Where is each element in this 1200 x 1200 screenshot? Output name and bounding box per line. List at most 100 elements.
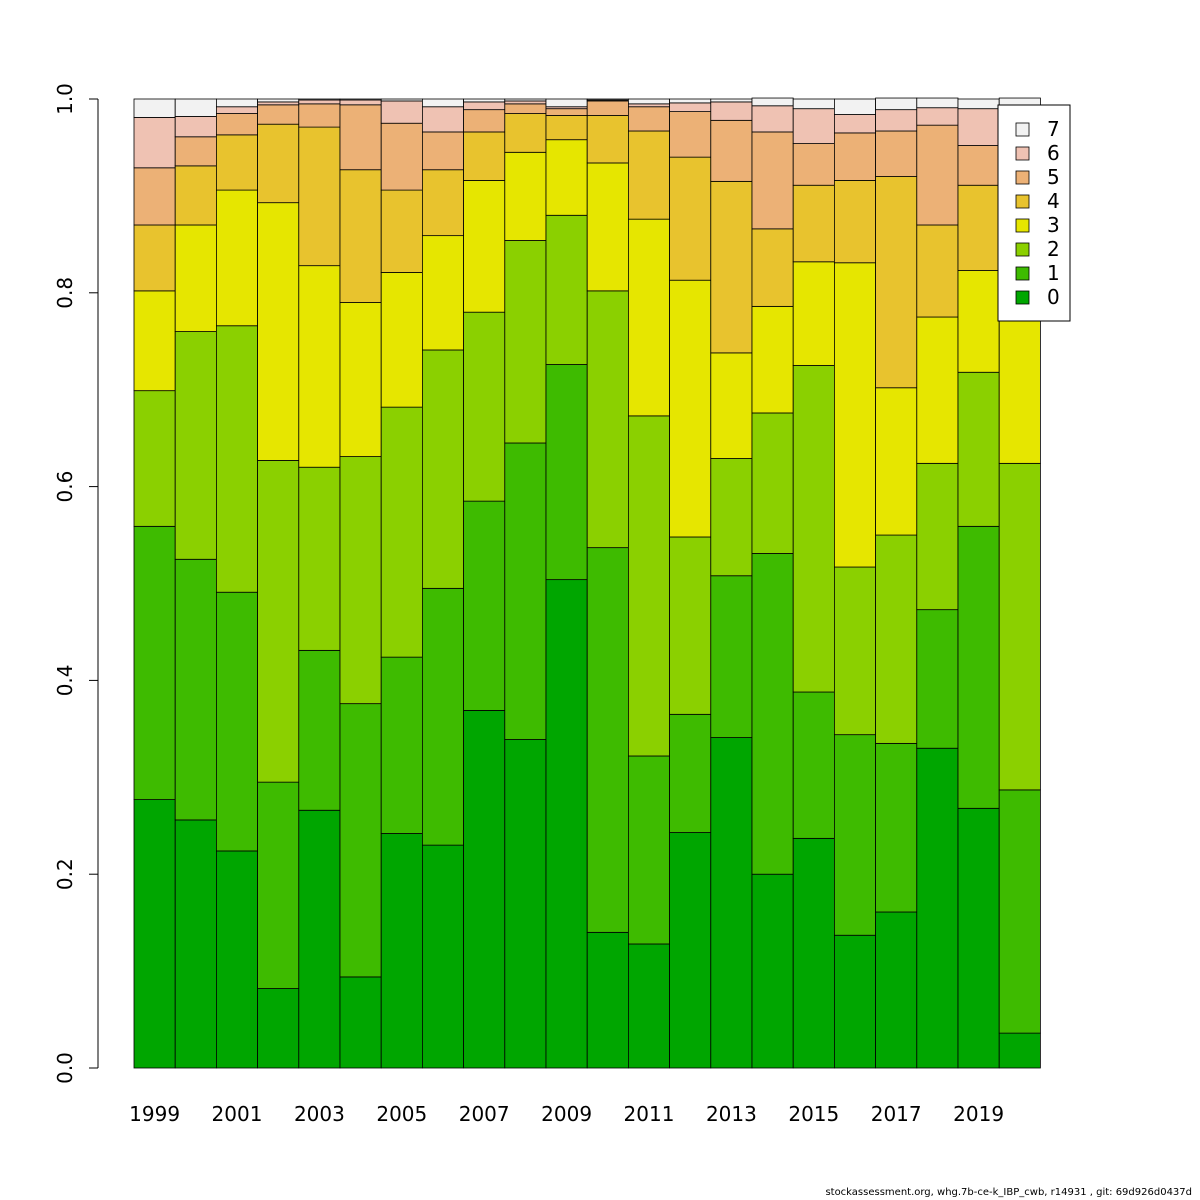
bar-group-2007 [463,98,506,1069]
bar-group-2002 [257,98,300,1069]
bar-segment-2011-age-1 [628,755,671,945]
x-tick-label-2015: 2015 [788,1102,839,1126]
bar-segment-2020-age-2 [998,462,1041,791]
bar-group-2011 [628,98,671,1069]
bar-segment-2002-age-4 [257,123,300,204]
bar-segment-2017-age-6 [875,109,918,132]
bar-segment-2005-age-3 [380,272,423,408]
bar-segment-2003-age-1 [298,649,341,811]
bar-segment-2018-age-0 [916,747,959,1069]
bar-segment-2004-age-7 [339,98,382,101]
bar-segment-2010-age-1 [586,547,629,933]
legend-label-4: 4 [1047,189,1060,213]
bar-segment-2008-age-0 [504,739,547,1069]
bar-segment-2011-age-2 [628,415,671,757]
bar-segment-2008-age-5 [504,103,547,114]
bar-segment-2011-age-3 [628,218,671,417]
bar-segment-2016-age-3 [834,262,877,568]
bar-segment-2011-age-0 [628,943,671,1069]
y-tick-label-0.6: 0.6 [53,471,77,503]
bar-segment-2001-age-2 [215,325,258,593]
bar-segment-2012-age-6 [669,102,712,112]
bar-segment-2004-age-3 [339,302,382,457]
bar-segment-1999-age-7 [133,98,176,118]
bar-segment-2014-age-1 [751,553,794,875]
bar-segment-2013-age-7 [710,98,753,103]
bar-segment-2005-age-5 [380,122,423,191]
x-tick-label-2017: 2017 [871,1102,922,1126]
bar-group-2000 [174,98,217,1069]
bar-segment-2008-age-1 [504,442,547,740]
bar-segment-2006-age-1 [421,587,464,846]
bar-group-2018 [916,97,959,1069]
bar-group-2019 [957,98,1000,1069]
bar-segment-2019-age-1 [957,525,1000,809]
y-tick-label-0.2: 0.2 [53,858,77,890]
y-tick-label-1.0: 1.0 [53,83,77,115]
bar-segment-2000-age-0 [174,819,217,1069]
bar-segment-2002-age-1 [257,781,300,989]
bar-segment-2018-age-3 [916,316,959,464]
bar-segment-2001-age-6 [215,106,258,114]
bar-segment-2014-age-6 [751,105,794,133]
bar-segment-2001-age-1 [215,591,258,852]
bar-segment-2006-age-3 [421,235,464,351]
x-tick-label-2009: 2009 [541,1102,592,1126]
legend-label-0: 0 [1047,285,1060,309]
bar-segment-2019-age-3 [957,270,1000,373]
bar-segment-2013-age-0 [710,737,753,1069]
bar-segment-2006-age-5 [421,131,464,171]
bar-segment-2013-age-6 [710,101,753,121]
bar-segment-2004-age-6 [339,99,382,106]
bar-segment-2003-age-5 [298,103,341,128]
bar-segment-2003-age-7 [298,98,341,101]
x-tick-label-2019: 2019 [953,1102,1004,1126]
bar-segment-2015-age-1 [792,691,835,839]
bar-segment-2001-age-7 [215,98,258,108]
bar-segment-2005-age-6 [380,100,423,124]
bar-segment-2020-age-0 [998,1032,1041,1069]
bar-segment-2004-age-4 [339,169,382,303]
bar-segment-2019-age-7 [957,98,1000,110]
bar-segment-2014-age-3 [751,305,794,414]
bar-group-2015 [792,98,835,1069]
y-tick-label-0.4: 0.4 [53,664,77,696]
x-tick-label-2007: 2007 [459,1102,510,1126]
bar-group-2014 [751,97,794,1069]
bar-segment-2008-age-3 [504,151,547,241]
bar-segment-2002-age-7 [257,98,300,103]
bar-segment-2019-age-4 [957,184,1000,271]
bar-group-2005 [380,98,423,1069]
bar-group-2003 [298,98,341,1069]
bar-segment-2011-age-6 [628,103,671,108]
bars-layer [133,97,1041,1069]
bar-segment-2009-age-4 [545,115,588,141]
bar-segment-2012-age-7 [669,98,712,104]
bar-segment-2005-age-7 [380,98,423,102]
legend-swatch-4 [1015,194,1030,209]
bar-group-2008 [504,98,547,1069]
legend-swatch-2 [1015,242,1030,257]
x-tick-label-2001: 2001 [212,1102,263,1126]
x-tick-label-1999: 1999 [129,1102,180,1126]
bar-segment-2002-age-3 [257,202,300,461]
bar-segment-2001-age-3 [215,189,258,327]
legend-swatch-3 [1015,218,1030,233]
bar-segment-2003-age-2 [298,466,341,651]
bar-segment-2004-age-0 [339,976,382,1069]
bar-segment-2012-age-3 [669,279,712,538]
bar-segment-2007-age-0 [463,710,506,1069]
bar-group-2012 [669,98,712,1069]
bar-segment-2015-age-0 [792,837,835,1069]
bar-segment-2007-age-5 [463,109,506,133]
legend-label-5: 5 [1047,165,1060,189]
x-axis-labels: 1999 2001 2003 2005 2007 2009 2011 2013 2015 2017… [129,1102,1004,1126]
bar-segment-2003-age-4 [298,126,341,267]
bar-segment-2013-age-1 [710,575,753,738]
bar-segment-2015-age-3 [792,261,835,366]
bar-group-2004 [339,98,382,1069]
bar-segment-2010-age-0 [586,931,629,1069]
legend-box [997,104,1071,322]
bar-segment-1999-age-5 [133,167,176,226]
